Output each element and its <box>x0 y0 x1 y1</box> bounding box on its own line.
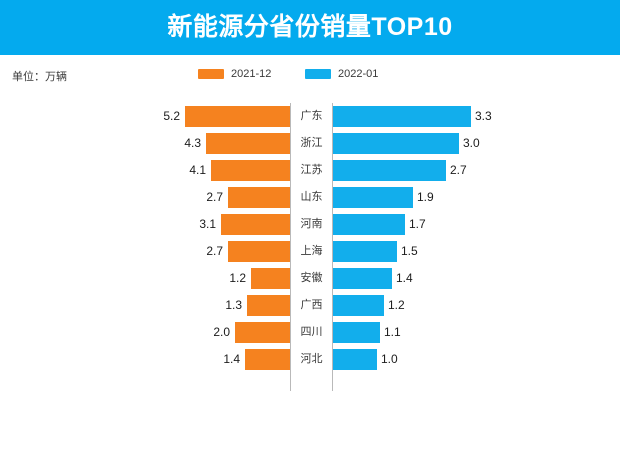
table-row: 5.2 广东 3.3 <box>0 103 620 130</box>
plot-area: 5.2 广东 3.3 4.3 浙江 3.0 4.1 江苏 2.7 2.7 山东 1.9 3.1 河南 1.7… <box>0 97 620 397</box>
table-row: 1.2 安徽 1.4 <box>0 265 620 292</box>
bar-cell-left: 2.7 <box>0 238 290 265</box>
bar-cell-left: 4.1 <box>0 157 290 184</box>
page-title: 新能源分省份销量TOP10 <box>167 13 453 41</box>
bar-2022-01[interactable] <box>333 133 459 154</box>
bar-cell-left: 1.3 <box>0 292 290 319</box>
legend-item-label: 2022-01 <box>338 68 379 80</box>
bar-2022-01[interactable] <box>333 241 397 262</box>
category-label: 山东 <box>300 191 323 203</box>
bar-value-label-left: 5.2 <box>163 109 180 123</box>
table-row: 2.7 山东 1.9 <box>0 184 620 211</box>
bar-2021-12[interactable] <box>235 322 290 343</box>
bar-value-label-left: 2.7 <box>206 244 223 258</box>
bar-2022-01[interactable] <box>333 214 405 235</box>
legend-row: 单位：万辆 2021-12 2022-01 <box>0 55 620 97</box>
bar-2021-12[interactable] <box>211 160 290 181</box>
legend-item-2022-01[interactable]: 2022-01 <box>305 68 378 80</box>
bar-value-label-left: 1.3 <box>225 298 242 312</box>
table-row: 4.1 江苏 2.7 <box>0 157 620 184</box>
bar-2022-01[interactable] <box>333 268 392 289</box>
bar-2021-12[interactable] <box>245 349 290 370</box>
bar-cell-left: 1.2 <box>0 265 290 292</box>
bar-2022-01[interactable] <box>333 187 413 208</box>
bar-cell-left: 1.4 <box>0 346 290 373</box>
bar-2021-12[interactable] <box>228 187 290 208</box>
bar-2022-01[interactable] <box>333 106 471 127</box>
bar-cell-left: 2.0 <box>0 319 290 346</box>
table-row: 3.1 河南 1.7 <box>0 211 620 238</box>
category-label: 河北 <box>300 353 323 365</box>
bar-cell-right: 1.4 <box>333 265 620 292</box>
bar-cell-right: 1.2 <box>333 292 620 319</box>
bar-value-label-left: 1.2 <box>229 271 246 285</box>
bar-cell-right: 2.7 <box>333 157 620 184</box>
bar-value-label-right: 2.7 <box>450 163 467 177</box>
bar-cell-right: 1.7 <box>333 211 620 238</box>
category-label: 广西 <box>300 299 323 311</box>
category-label: 江苏 <box>300 164 323 176</box>
bar-value-label-right: 1.5 <box>401 244 418 258</box>
bar-value-label-right: 1.1 <box>384 325 401 339</box>
bar-value-label-left: 4.1 <box>189 163 206 177</box>
bar-cell-left: 5.2 <box>0 103 290 130</box>
bar-cell-right: 3.0 <box>333 130 620 157</box>
bar-cell-right: 1.0 <box>333 346 620 373</box>
bar-2021-12[interactable] <box>185 106 290 127</box>
legend-item-label: 2021-12 <box>231 68 272 80</box>
category-label: 浙江 <box>300 137 323 149</box>
unit-label: 单位：万辆 <box>12 71 67 83</box>
bar-2022-01[interactable] <box>333 295 384 316</box>
table-row: 2.7 上海 1.5 <box>0 238 620 265</box>
bar-value-label-right: 3.0 <box>463 136 480 150</box>
bar-cell-right: 1.9 <box>333 184 620 211</box>
bar-cell-right: 1.5 <box>333 238 620 265</box>
axis-line-left <box>290 103 291 391</box>
bar-2022-01[interactable] <box>333 160 446 181</box>
bar-2022-01[interactable] <box>333 349 377 370</box>
bar-value-label-right: 1.7 <box>409 217 426 231</box>
table-row: 2.0 四川 1.1 <box>0 319 620 346</box>
bar-2021-12[interactable] <box>221 214 290 235</box>
bar-value-label-right: 1.2 <box>388 298 405 312</box>
category-label: 安徽 <box>300 272 323 284</box>
category-label: 河南 <box>300 218 323 230</box>
bar-cell-left: 4.3 <box>0 130 290 157</box>
bar-cell-left: 2.7 <box>0 184 290 211</box>
bar-value-label-left: 3.1 <box>199 217 216 231</box>
bar-2021-12[interactable] <box>247 295 290 316</box>
bar-2021-12[interactable] <box>251 268 290 289</box>
legend-item-2021-12[interactable]: 2021-12 <box>198 68 271 80</box>
legend-swatch-icon <box>305 69 331 79</box>
bar-value-label-right: 1.4 <box>396 271 413 285</box>
table-row: 1.4 河北 1.0 <box>0 346 620 373</box>
chart-header-banner: 新能源分省份销量TOP10 <box>0 0 620 55</box>
bar-value-label-left: 2.0 <box>213 325 230 339</box>
bar-value-label-right: 1.0 <box>381 352 398 366</box>
bar-2021-12[interactable] <box>206 133 290 154</box>
table-row: 1.3 广西 1.2 <box>0 292 620 319</box>
bar-value-label-left: 1.4 <box>223 352 240 366</box>
bar-value-label-left: 2.7 <box>206 190 223 204</box>
category-label: 广东 <box>300 110 323 122</box>
bar-cell-right: 1.1 <box>333 319 620 346</box>
category-label: 上海 <box>300 245 323 257</box>
legend-swatch-icon <box>198 69 224 79</box>
table-row: 4.3 浙江 3.0 <box>0 130 620 157</box>
bar-2022-01[interactable] <box>333 322 380 343</box>
axis-line-right <box>332 103 333 391</box>
bar-2021-12[interactable] <box>228 241 290 262</box>
bar-value-label-right: 1.9 <box>417 190 434 204</box>
bar-value-label-left: 4.3 <box>184 136 201 150</box>
bar-cell-left: 3.1 <box>0 211 290 238</box>
bar-value-label-right: 3.3 <box>475 109 492 123</box>
category-label: 四川 <box>300 326 323 338</box>
bar-cell-right: 3.3 <box>333 103 620 130</box>
